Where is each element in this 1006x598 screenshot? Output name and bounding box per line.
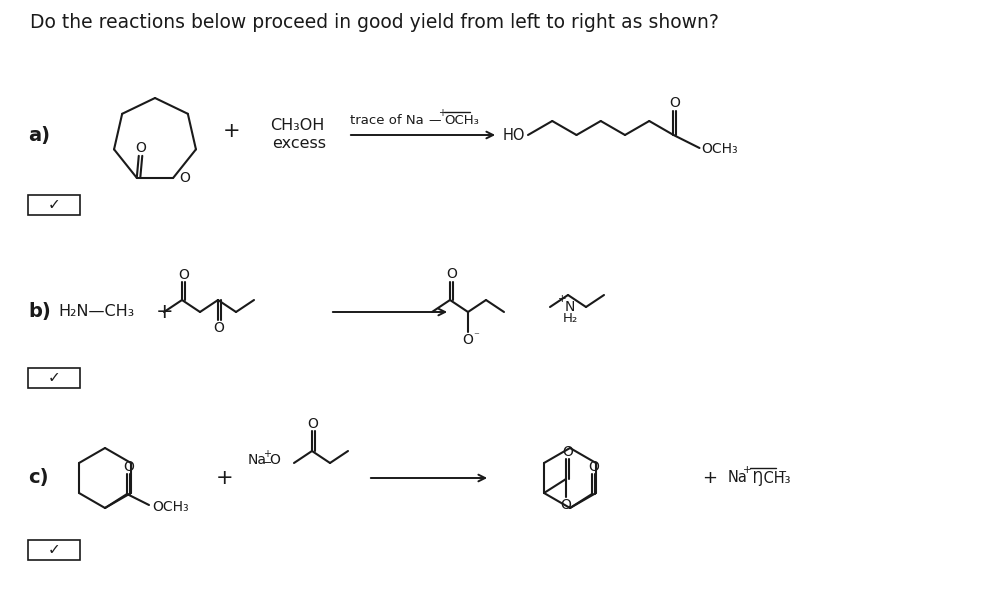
Bar <box>28 540 80 560</box>
Text: O: O <box>562 445 573 459</box>
Text: Na: Na <box>248 453 267 467</box>
Text: Na: Na <box>728 471 747 486</box>
Text: ⁻: ⁻ <box>473 331 479 341</box>
Text: +: + <box>743 465 751 475</box>
Text: ✓: ✓ <box>47 371 60 386</box>
Text: O: O <box>123 460 134 474</box>
Bar <box>28 195 80 215</box>
Text: O: O <box>178 268 189 282</box>
Text: trace of Na: trace of Na <box>350 114 424 127</box>
Text: O: O <box>463 333 474 347</box>
Text: OCH₃: OCH₃ <box>152 500 188 514</box>
Text: +: + <box>263 449 271 459</box>
Text: c): c) <box>28 468 48 487</box>
Text: HO: HO <box>503 127 525 142</box>
Text: ✓: ✓ <box>47 542 60 557</box>
Text: b): b) <box>28 303 50 322</box>
Text: +: + <box>438 108 446 118</box>
Text: O: O <box>308 417 319 431</box>
Text: +: + <box>216 468 233 488</box>
Text: excess: excess <box>272 136 326 151</box>
Text: O: O <box>589 460 599 474</box>
Text: H₂: H₂ <box>562 312 577 325</box>
Text: CH₃OH: CH₃OH <box>270 117 324 133</box>
Text: +: + <box>223 121 240 141</box>
Text: ✓: ✓ <box>47 197 60 212</box>
Text: O: O <box>447 267 458 281</box>
Text: H₂N—CH₃: H₂N—CH₃ <box>58 304 134 319</box>
Text: O: O <box>560 498 571 512</box>
Text: N: N <box>564 300 575 314</box>
Text: O: O <box>179 171 190 185</box>
Text: O: O <box>670 96 680 110</box>
Text: +: + <box>702 469 717 487</box>
Text: Do the reactions below proceed in good yield from left to right as shown?: Do the reactions below proceed in good y… <box>30 13 719 32</box>
Text: +: + <box>557 294 566 304</box>
Text: +: + <box>156 302 174 322</box>
Bar <box>28 368 80 388</box>
Text: OCH₃: OCH₃ <box>444 114 479 127</box>
Text: O: O <box>135 141 146 155</box>
Text: ŊCH₃: ŊCH₃ <box>748 471 791 486</box>
Text: O: O <box>269 453 280 467</box>
Text: −: − <box>778 467 788 477</box>
Text: −: − <box>263 458 273 468</box>
Text: a): a) <box>28 126 50 145</box>
Text: OCH₃: OCH₃ <box>701 142 738 156</box>
Text: —: — <box>428 114 441 127</box>
Text: O: O <box>213 321 224 335</box>
